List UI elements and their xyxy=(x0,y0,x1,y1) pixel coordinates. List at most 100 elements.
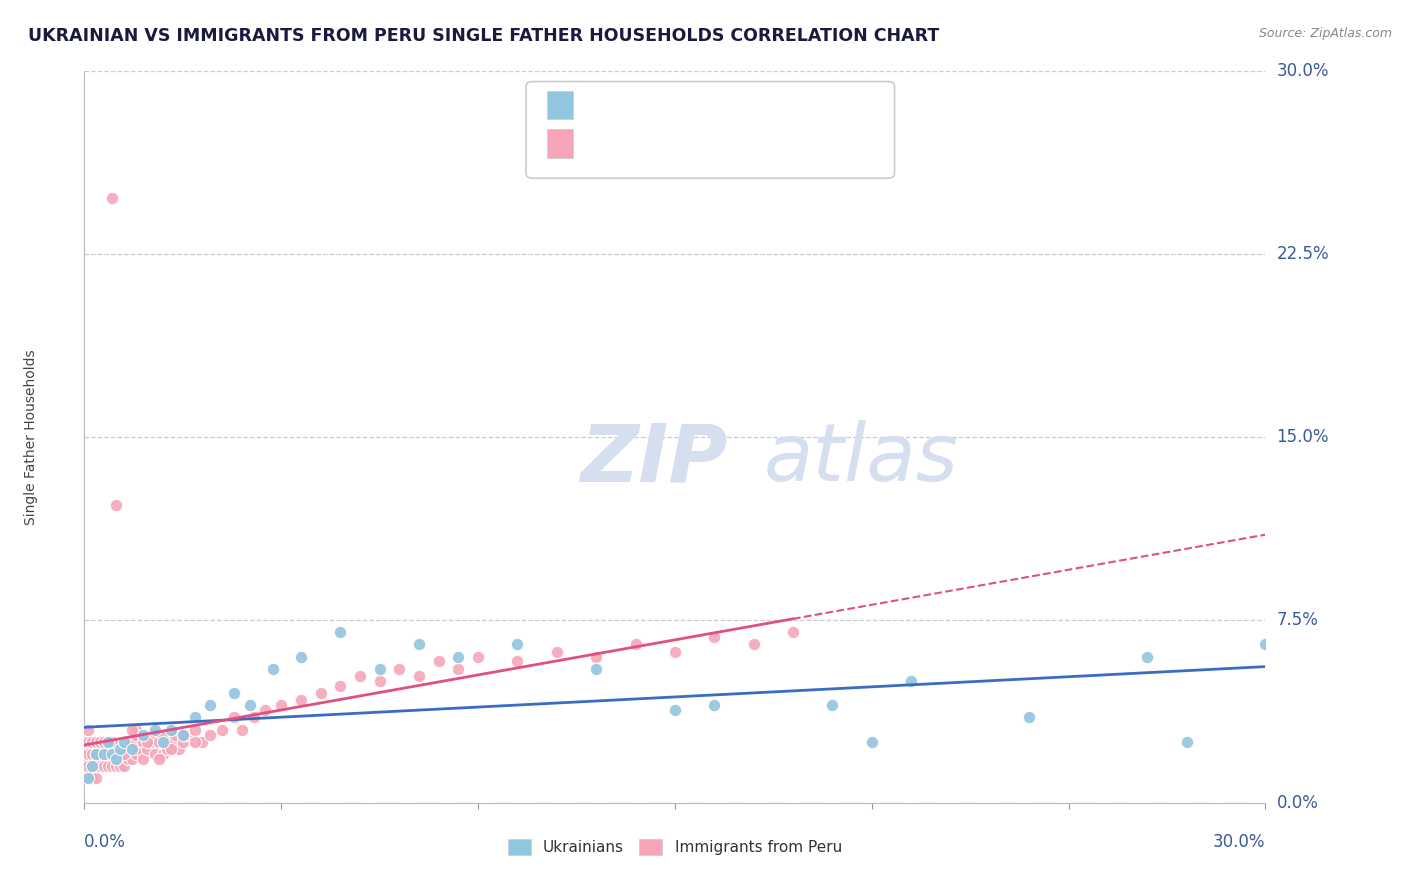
Point xyxy=(128,742,150,756)
Point xyxy=(84,759,107,773)
Point xyxy=(124,723,146,737)
Text: Source: ZipAtlas.com: Source: ZipAtlas.com xyxy=(1258,27,1392,40)
Legend: Ukrainians, Immigrants from Peru: Ukrainians, Immigrants from Peru xyxy=(502,833,848,861)
Point xyxy=(664,645,686,659)
Point xyxy=(585,662,607,676)
Point xyxy=(112,735,135,749)
Point xyxy=(160,735,183,749)
Point xyxy=(124,747,146,761)
Text: 7.5%: 7.5% xyxy=(1277,611,1319,629)
Point xyxy=(93,759,115,773)
Point xyxy=(93,747,115,761)
Point xyxy=(141,735,163,749)
Point xyxy=(77,735,100,749)
Point xyxy=(254,703,277,717)
Point xyxy=(148,752,170,766)
Point xyxy=(97,735,120,749)
Point xyxy=(211,723,233,737)
Point xyxy=(1018,710,1040,724)
Point xyxy=(108,742,131,756)
Point xyxy=(136,742,159,756)
Point xyxy=(447,649,470,664)
Point xyxy=(77,759,100,773)
Point xyxy=(143,723,166,737)
Point xyxy=(104,752,127,766)
Point xyxy=(1175,735,1198,749)
Point xyxy=(200,698,222,713)
Point xyxy=(101,747,124,761)
Point xyxy=(77,772,100,786)
Point xyxy=(121,735,143,749)
Point xyxy=(1136,649,1159,664)
Point xyxy=(821,698,844,713)
Text: N = 36: N = 36 xyxy=(703,96,761,114)
Point xyxy=(93,735,115,749)
Point xyxy=(112,747,135,761)
Text: 22.5%: 22.5% xyxy=(1277,245,1329,263)
Point xyxy=(309,686,332,700)
Point xyxy=(112,747,135,761)
Point xyxy=(160,742,183,756)
Point xyxy=(132,735,155,749)
Text: 0.0%: 0.0% xyxy=(84,833,127,851)
Point xyxy=(191,735,214,749)
Point xyxy=(467,649,489,664)
Point xyxy=(84,772,107,786)
Point xyxy=(262,662,284,676)
Point xyxy=(167,742,190,756)
Point xyxy=(136,735,159,749)
Point xyxy=(703,698,725,713)
Text: N = 90: N = 90 xyxy=(703,135,761,153)
Point xyxy=(222,710,245,724)
Point xyxy=(183,735,205,749)
Point xyxy=(408,669,430,683)
Point xyxy=(624,637,647,651)
Point xyxy=(121,742,143,756)
Point xyxy=(84,747,107,761)
Point xyxy=(742,637,765,651)
Text: 30.0%: 30.0% xyxy=(1277,62,1329,80)
Point xyxy=(200,727,222,741)
Point xyxy=(183,710,205,724)
Point xyxy=(89,759,111,773)
Text: R =  0.141: R = 0.141 xyxy=(583,135,672,153)
Point xyxy=(82,759,104,773)
Point xyxy=(117,742,139,756)
Point xyxy=(242,710,264,724)
Point xyxy=(82,772,104,786)
Text: ZIP: ZIP xyxy=(581,420,728,498)
Point xyxy=(101,191,124,205)
Point xyxy=(101,759,124,773)
Point xyxy=(349,669,371,683)
Point xyxy=(172,735,194,749)
Text: R = 0.278: R = 0.278 xyxy=(583,96,666,114)
Point xyxy=(172,727,194,741)
Point xyxy=(77,772,100,786)
Point xyxy=(506,637,529,651)
Text: 0.0%: 0.0% xyxy=(1277,794,1319,812)
Point xyxy=(703,630,725,644)
Point xyxy=(121,723,143,737)
Point xyxy=(231,723,253,737)
Point xyxy=(101,747,124,761)
Point xyxy=(270,698,292,713)
Point xyxy=(82,759,104,773)
Point xyxy=(152,735,174,749)
Point xyxy=(860,735,883,749)
Point xyxy=(172,727,194,741)
Point xyxy=(84,747,107,761)
Point xyxy=(183,723,205,737)
Point xyxy=(101,735,124,749)
Point xyxy=(152,747,174,761)
Point xyxy=(239,698,262,713)
Text: UKRAINIAN VS IMMIGRANTS FROM PERU SINGLE FATHER HOUSEHOLDS CORRELATION CHART: UKRAINIAN VS IMMIGRANTS FROM PERU SINGLE… xyxy=(28,27,939,45)
Text: atlas: atlas xyxy=(763,420,959,498)
Point xyxy=(108,747,131,761)
Point xyxy=(368,662,391,676)
Point xyxy=(447,662,470,676)
Point xyxy=(388,662,411,676)
Point xyxy=(329,679,352,693)
Text: 30.0%: 30.0% xyxy=(1213,833,1265,851)
Point xyxy=(585,649,607,664)
Point xyxy=(104,499,127,513)
